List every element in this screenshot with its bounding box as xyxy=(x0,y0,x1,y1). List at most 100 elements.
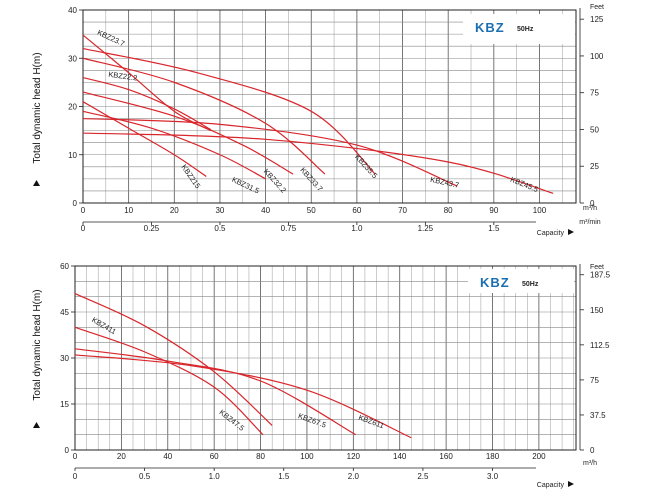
y-axis-arrow xyxy=(33,422,40,428)
curve-label-KBZ23.7: KBZ23.7 xyxy=(96,28,126,48)
feet-tick-label: 0 xyxy=(590,199,595,208)
y-tick-label: 30 xyxy=(60,354,69,363)
curve-KBZ67.5 xyxy=(74,348,356,436)
y-tick-label: 0 xyxy=(73,199,78,208)
feet-unit-label: Feet xyxy=(590,4,604,11)
feet-tick-label: 75 xyxy=(590,89,599,98)
chart-top: KBZ 50Hz 0 10 20 30 40 0 25 50 75 100 125 Feet 0 10 20 30… xyxy=(32,4,604,237)
x-tick-label: 0 xyxy=(81,206,86,215)
curve-KBZ23.7 xyxy=(82,34,212,132)
curve-label-KBZ31.5: KBZ31.5 xyxy=(231,175,261,195)
y-tick-label: 15 xyxy=(60,400,69,409)
feet-tick-label: 112.5 xyxy=(590,341,610,350)
curve-KBZ47.5 xyxy=(74,326,264,436)
curve-KBZ43.7 xyxy=(82,117,458,187)
y-tick-label: 0 xyxy=(65,446,70,455)
curve-KBZ35.5 xyxy=(82,48,376,175)
x-tick-label: 40 xyxy=(163,452,172,461)
feet-tick-label: 37.5 xyxy=(590,411,606,420)
x-tick-label: 160 xyxy=(439,452,453,461)
y-tick-label: 10 xyxy=(68,151,77,160)
capacity-tick-label: 1.5 xyxy=(278,472,290,481)
x-tick-label: 120 xyxy=(347,452,361,461)
capacity-tick-label: 2.0 xyxy=(348,472,360,481)
capacity-label: Capacity xyxy=(537,482,565,489)
x-tick-label: 0 xyxy=(73,452,78,461)
capacity-tick-label: 3.0 xyxy=(487,472,499,481)
capacity-tick-label: 0 xyxy=(73,472,78,481)
curve-KBZ22.2 xyxy=(82,76,212,131)
feet-tick-label: 100 xyxy=(590,52,604,61)
brand-box xyxy=(468,269,574,293)
feet-tick-label: 75 xyxy=(590,376,599,385)
x-tick-label: 20 xyxy=(117,452,126,461)
y-tick-label: 45 xyxy=(60,308,69,317)
x-tick-label: 70 xyxy=(398,206,407,215)
capacity-tick-label: 2.5 xyxy=(417,472,429,481)
y-axis-arrow xyxy=(33,180,40,186)
capacity-arrow xyxy=(568,229,574,235)
x-tick-label: 10 xyxy=(124,206,133,215)
capacity-tick-label: 0.25 xyxy=(144,224,160,233)
brand-label: KBZ xyxy=(480,275,510,290)
x2-unit-label: m³/min xyxy=(579,219,600,226)
y-tick-label: 20 xyxy=(68,103,77,112)
curve-KBZ33.7 xyxy=(82,57,326,175)
x-unit-label: m³/h xyxy=(583,460,597,467)
curve-label-KBZ43.7: KBZ43.7 xyxy=(430,175,460,190)
curve-label-KBZ411: KBZ411 xyxy=(90,315,117,336)
frequency-label: 50Hz xyxy=(517,26,534,33)
capacity-tick-label: 0.75 xyxy=(281,224,297,233)
x-tick-label: 60 xyxy=(210,452,219,461)
x-tick-label: 60 xyxy=(352,206,361,215)
x-tick-label: 140 xyxy=(393,452,407,461)
curve-KBZ215 xyxy=(82,101,207,177)
x-unit-label: m³/h xyxy=(583,205,597,212)
feet-tick-label: 25 xyxy=(590,162,599,171)
x-tick-label: 100 xyxy=(300,452,314,461)
feet-tick-label: 125 xyxy=(590,15,604,24)
curve-label-KBZ22.2: KBZ22.2 xyxy=(108,70,138,83)
brand-label: KBZ xyxy=(475,20,505,35)
x-tick-label: 50 xyxy=(307,206,316,215)
capacity-tick-label: 1.0 xyxy=(209,472,221,481)
capacity-tick-label: 1.0 xyxy=(351,224,363,233)
x-tick-label: 40 xyxy=(261,206,270,215)
x-tick-label: 100 xyxy=(533,206,547,215)
capacity-tick-label: 1.25 xyxy=(418,224,434,233)
curve-KBZ411 xyxy=(74,293,273,426)
curve-KBZ32.2 xyxy=(82,91,294,175)
brand-box xyxy=(463,14,575,44)
curve-label-KBZ611: KBZ611 xyxy=(357,413,385,431)
x-tick-label: 20 xyxy=(170,206,179,215)
capacity-label: Capacity xyxy=(537,230,565,237)
feet-unit-label: Feet xyxy=(590,264,604,271)
feet-tick-label: 0 xyxy=(590,446,595,455)
x-tick-label: 90 xyxy=(489,206,498,215)
capacity-tick-label: 0 xyxy=(81,224,86,233)
capacity-tick-label: 0.5 xyxy=(139,472,151,481)
chart-bottom: KBZ 50Hz 0 15 30 45 60 0 37.5 75 112.5 150 187.5Feet… xyxy=(32,262,611,489)
feet-tick-label: 150 xyxy=(590,306,604,315)
x-tick-label: 30 xyxy=(215,206,224,215)
x-tick-label: 80 xyxy=(256,452,265,461)
curve-KBZ611 xyxy=(74,354,412,439)
curve-KBZ45.5 xyxy=(82,132,554,194)
capacity-arrow xyxy=(568,481,574,487)
feet-tick-label: 187.5 xyxy=(590,271,611,280)
x-tick-label: 80 xyxy=(444,206,453,215)
y-tick-label: 40 xyxy=(68,6,77,15)
x-tick-label: 180 xyxy=(486,452,500,461)
feet-tick-label: 50 xyxy=(590,125,599,134)
y-axis-label: Total dynamic head H(m) xyxy=(32,289,43,400)
y-tick-label: 30 xyxy=(68,54,77,63)
capacity-tick-label: 1.5 xyxy=(488,224,500,233)
y-tick-label: 60 xyxy=(60,262,69,271)
curve-KBZ31.5 xyxy=(82,110,266,180)
capacity-tick-label: 0.5 xyxy=(214,224,226,233)
frequency-label: 50Hz xyxy=(522,281,539,288)
x-tick-label: 200 xyxy=(532,452,546,461)
y-axis-label: Total dynamic head H(m) xyxy=(32,52,43,163)
